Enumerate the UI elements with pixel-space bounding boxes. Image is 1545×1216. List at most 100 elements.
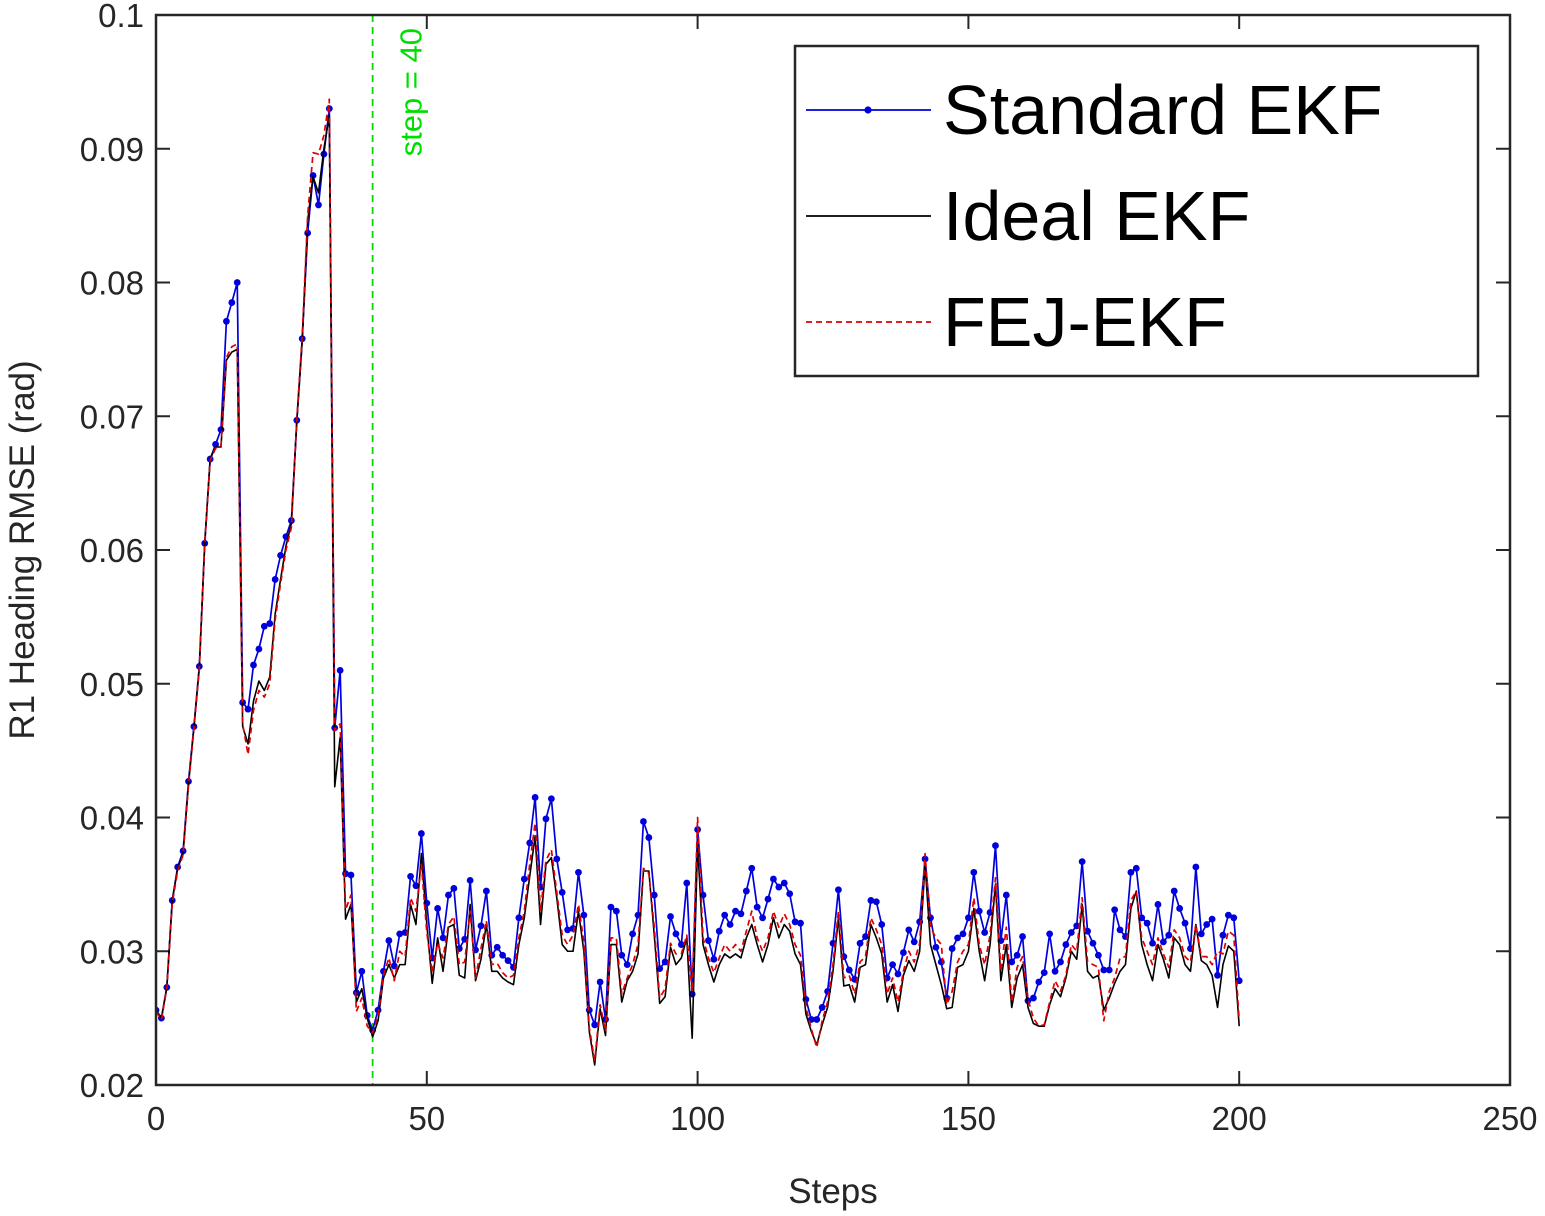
data-point: [1105, 966, 1113, 974]
data-point: [1002, 891, 1010, 899]
data-point: [228, 299, 236, 306]
annotation-layer: step = 40: [371, 15, 429, 1085]
x-tick-label: 0: [147, 1100, 165, 1137]
data-point: [439, 934, 447, 942]
data-point: [482, 887, 490, 895]
data-point: [975, 907, 983, 915]
data-point: [277, 551, 284, 559]
data-point: [992, 842, 999, 849]
data-point: [385, 937, 393, 944]
data-point: [797, 919, 804, 927]
data-point: [212, 440, 219, 448]
legend-box: [793, 44, 1480, 378]
data-point: [244, 705, 252, 713]
data-point: [493, 943, 501, 951]
data-point: [1029, 994, 1037, 1002]
data-point: [970, 868, 978, 876]
data-point: [921, 855, 929, 863]
legend-swatch-marker: [864, 106, 872, 114]
data-point: [250, 661, 257, 669]
data-point: [623, 961, 631, 969]
legend-entry-label: Standard EKF: [943, 71, 1383, 149]
data-point: [889, 961, 896, 969]
data-point: [1019, 933, 1026, 940]
data-point: [753, 903, 761, 911]
data-point: [905, 926, 913, 934]
data-point: [780, 879, 788, 887]
data-point: [1111, 906, 1119, 914]
data-point: [526, 839, 534, 847]
y-tick-label: 0.06: [80, 532, 144, 569]
data-point: [1181, 919, 1189, 927]
data-point: [948, 945, 956, 952]
data-point: [959, 930, 967, 938]
data-point: [835, 886, 842, 894]
data-point: [1230, 914, 1238, 922]
y-tick-label: 0.02: [80, 1067, 144, 1104]
data-point: [515, 914, 523, 922]
x-tick-label: 100: [670, 1100, 725, 1137]
data-point: [705, 937, 712, 944]
y-tick-label: 0.03: [80, 933, 144, 970]
data-point: [547, 795, 555, 803]
data-point: [260, 622, 268, 630]
data-point: [726, 921, 734, 928]
x-tick-label: 50: [408, 1100, 445, 1137]
data-point: [672, 930, 680, 938]
data-point: [775, 883, 783, 891]
data-point: [564, 926, 572, 934]
data-point: [1013, 951, 1021, 959]
data-point: [1078, 858, 1086, 866]
y-tick-label: 0.1: [98, 0, 144, 34]
y-tick-label: 0.04: [80, 800, 144, 837]
x-tick-label: 150: [941, 1100, 996, 1137]
data-point: [710, 955, 718, 963]
data-point: [1127, 868, 1135, 876]
data-point: [1197, 930, 1205, 938]
data-point: [878, 921, 886, 928]
data-point: [1224, 911, 1232, 919]
data-point: [818, 1004, 826, 1011]
data-point: [737, 910, 745, 918]
data-point: [591, 1021, 599, 1029]
x-axis-label: Steps: [788, 1172, 878, 1211]
data-point: [721, 911, 729, 919]
data-point: [1062, 941, 1070, 948]
data-point: [542, 815, 550, 823]
data-point: [1219, 931, 1227, 939]
y-tick-label: 0.08: [80, 265, 144, 302]
tick-labels: 0 50 100 150 200 250 0.02 0.03 0.04 0.05 0.06 0.07 0…: [80, 0, 1538, 1137]
data-point: [748, 864, 756, 872]
data-point: [1170, 887, 1178, 895]
data-point: [233, 279, 241, 286]
data-point: [271, 576, 279, 583]
y-axis-label: R1 Heading RMSE (rad): [3, 360, 42, 739]
data-point: [358, 967, 366, 975]
data-point: [910, 938, 918, 946]
data-point: [466, 876, 474, 884]
data-point: [580, 911, 588, 919]
data-point: [764, 895, 772, 903]
data-point: [954, 934, 961, 942]
y-tick-label: 0.05: [80, 666, 144, 703]
data-point: [791, 918, 799, 926]
data-point: [255, 645, 263, 653]
data-point: [965, 914, 972, 922]
data-point: [1143, 919, 1151, 927]
data-point: [347, 871, 355, 879]
data-point: [786, 890, 794, 898]
data-point: [407, 872, 414, 880]
data-point: [618, 951, 626, 959]
data-point: [1035, 978, 1043, 986]
data-point: [504, 957, 512, 965]
data-point: [1192, 863, 1200, 871]
data-point: [856, 939, 864, 947]
data-point: [770, 875, 777, 883]
data-point: [223, 317, 230, 325]
data-point: [575, 868, 582, 876]
data-point: [1008, 958, 1016, 966]
data-point: [1203, 921, 1211, 928]
data-point: [1208, 915, 1216, 923]
data-point: [1094, 951, 1102, 959]
